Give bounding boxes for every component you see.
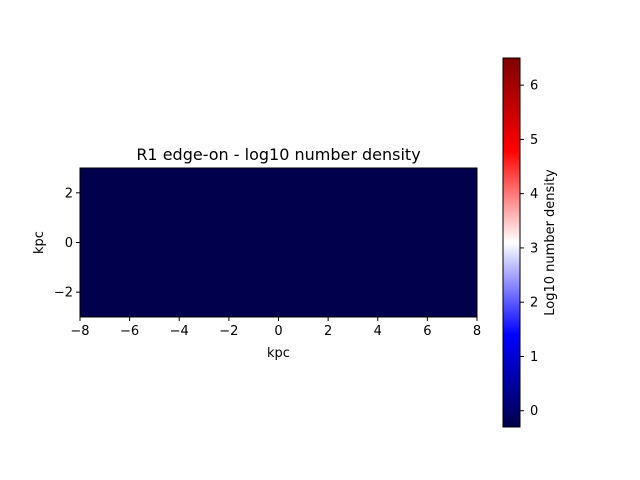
y-tick-label: −2 xyxy=(54,286,73,301)
chart-title: R1 edge-on - log10 number density xyxy=(136,145,420,164)
x-tick-label: −6 xyxy=(120,324,139,339)
x-axis-label: kpc xyxy=(267,346,290,361)
colorbar: 0 1 2 3 4 5 6 Log10 number density xyxy=(502,57,558,428)
colorbar-frame xyxy=(502,57,521,428)
x-tick-label: 2 xyxy=(324,324,332,339)
plot-area xyxy=(79,167,478,318)
density-field xyxy=(80,168,477,317)
colorbar-tick-label: 0 xyxy=(530,404,538,419)
x-tick-label: 4 xyxy=(374,324,382,339)
colorbar-gradient xyxy=(503,58,520,427)
y-axis: −2 0 2 xyxy=(54,186,80,301)
colorbar-tick-label: 2 xyxy=(530,296,538,311)
colorbar-tick-label: 1 xyxy=(530,350,538,365)
y-tick-label: 0 xyxy=(65,236,73,251)
colorbar-axis: 0 1 2 3 4 5 6 xyxy=(520,79,538,419)
colorbar-tick-label: 5 xyxy=(530,133,538,148)
x-tick-label: 6 xyxy=(423,324,431,339)
x-tick-label: −2 xyxy=(219,324,238,339)
x-tick-label: −4 xyxy=(170,324,189,339)
colorbar-tick-label: 4 xyxy=(530,187,538,202)
x-tick-label: −8 xyxy=(70,324,89,339)
x-tick-label: 8 xyxy=(473,324,481,339)
x-tick-label: 0 xyxy=(274,324,282,339)
x-axis: −8 −6 −4 −2 0 2 4 6 8 xyxy=(70,317,481,339)
colorbar-tick-label: 3 xyxy=(530,241,538,256)
colorbar-tick-label: 6 xyxy=(530,79,538,94)
colorbar-label: Log10 number density xyxy=(543,169,558,316)
y-tick-label: 2 xyxy=(65,186,73,201)
y-axis-label: kpc xyxy=(32,231,47,254)
